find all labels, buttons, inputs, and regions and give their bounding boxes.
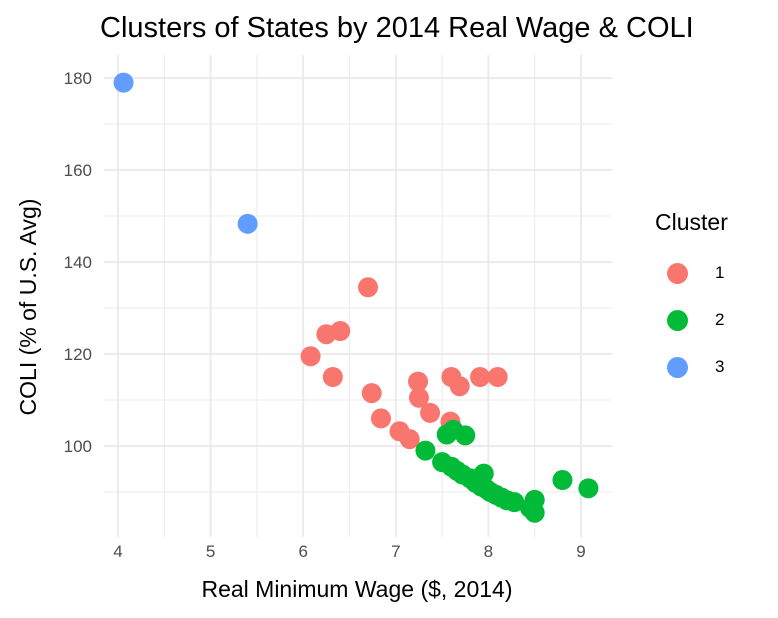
data-point-cluster-1 [316,324,337,345]
data-point-cluster-1 [322,367,343,387]
y-tick-label: 140 [64,253,92,272]
legend-label: 3 [715,357,725,376]
legend-swatch [667,262,688,284]
data-point-cluster-2 [504,492,525,513]
data-point-cluster-2 [578,478,599,499]
minor-gridlines [104,55,612,537]
data-point-cluster-2 [473,463,494,484]
data-point-cluster-1 [399,429,420,450]
data-point-cluster-2 [455,425,476,446]
data-point-cluster-1 [358,277,379,298]
y-tick-label: 120 [64,345,92,364]
data-point-cluster-2 [415,440,436,461]
legend-item-cluster-2: 2 [667,305,724,335]
data-point-cluster-1 [408,371,429,392]
y-tick-label: 180 [64,69,92,88]
y-tick-label: 100 [64,437,92,456]
x-tick-label: 5 [206,542,215,561]
legend-label: 2 [715,310,725,329]
x-tick-label: 6 [298,542,307,561]
data-point-cluster-1 [449,376,470,397]
data-point-cluster-1 [420,402,441,423]
data-point-cluster-2 [524,489,545,510]
data-point-cluster-1 [361,383,382,404]
data-point-cluster-1 [370,408,391,429]
x-tick-label: 9 [576,542,585,561]
data-point-cluster-1 [487,367,508,387]
x-tick-label: 4 [113,542,122,561]
x-tick-label: 7 [391,542,400,561]
legend-title: Cluster [655,209,728,235]
data-point-cluster-1 [300,346,321,367]
legend-item-cluster-3: 3 [667,352,724,382]
data-point-cluster-1 [408,387,429,408]
major-gridlines [104,55,612,537]
data-point-cluster-3 [237,213,258,234]
legend-swatch [667,356,688,378]
data-point-cluster-2 [552,470,573,491]
legend-item-cluster-1: 1 [667,258,724,288]
legend-swatch [667,309,688,331]
y-axis-title: COLI (% of U.S. Avg) [15,199,41,416]
chart-title: Clusters of States by 2014 Real Wage & C… [100,12,694,44]
data-points [113,72,599,523]
data-point-cluster-1 [470,367,491,387]
tick-labels: 4 5 6 7 8 9 100 120 140 160 180 [64,69,586,561]
x-axis-title: Real Minimum Wage ($, 2014) [201,576,512,602]
data-point-cluster-3 [113,72,134,93]
y-tick-label: 160 [64,161,92,180]
legend-label: 1 [715,263,725,282]
x-tick-label: 8 [484,542,493,561]
